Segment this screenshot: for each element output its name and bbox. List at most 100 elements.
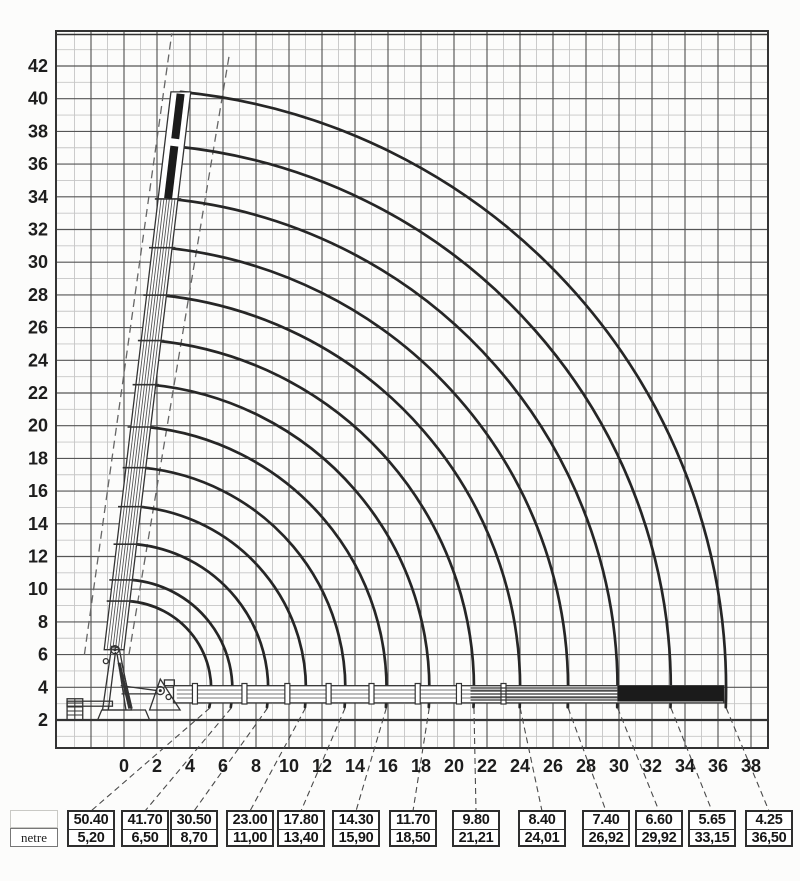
hboom-collar [414,682,421,705]
y-axis-tick-label: 14 [28,514,48,534]
load-table-column: 41.70 6,50 [121,810,169,847]
load-table-column: 5.65 33,15 [688,810,736,847]
boom-section-line [106,198,162,650]
radius-value: 36,50 [751,829,787,846]
capacity-value: 41.70 [123,812,167,830]
hboom-collar [191,682,199,705]
grid-major-lines [56,31,768,748]
leader-line [193,707,268,812]
load-table-column: 6.60 29,92 [635,810,683,847]
capacity-value: 17.80 [279,812,323,830]
leader-line [670,707,713,812]
x-axis-tick-label: 2 [152,756,162,776]
capacity-value: 4.25 [747,812,791,830]
capacity-value: 8.40 [520,812,564,830]
radius-value: 13,40 [283,829,319,846]
capacity-value: 23.00 [228,812,272,830]
load-table-column: 30.50 8,70 [170,810,218,847]
leader-line [473,707,477,812]
y-axis-tick-label: 10 [28,579,48,599]
load-table-column: 11.70 18,50 [389,810,437,847]
leader-line [144,707,232,812]
range-arc [179,90,728,709]
capacity-value: 7.40 [584,812,628,830]
plot-border [55,30,769,749]
boom-body [103,91,192,651]
hboom-collar [284,682,291,705]
boom-dashed-left [83,33,173,655]
heel-link [120,685,158,692]
y-axis-tick-label: 2 [38,710,48,730]
x-axis-tick-label: 6 [218,756,228,776]
radius-value: 26,92 [588,829,624,846]
heel-top-bracket [163,679,175,687]
range-arc [130,578,234,709]
y-axis-tick-label: 36 [28,154,48,174]
x-axis-tick-label: 12 [312,756,332,776]
range-arcs [128,90,728,709]
leader-line [355,707,387,812]
capacity-value: 30.50 [172,812,216,830]
leader-line [412,707,430,812]
leader-line [300,707,346,812]
x-axis-tick-label: 26 [543,756,563,776]
y-axis-tick-label: 40 [28,89,48,109]
radius-value: 6,50 [131,829,159,846]
load-table-column: 7.40 26,92 [582,810,630,847]
leader-line [725,707,770,812]
boom-section-line [109,198,165,650]
crane-illustration [66,645,182,721]
load-table-column: 23.00 11,00 [226,810,274,847]
boom-dashed-right [128,52,231,655]
y-axis-tick-label: 30 [28,252,48,272]
y-axis-tick-label: 22 [28,383,48,403]
load-table-column: 17.80 13,40 [277,810,325,847]
x-axis-tick-label: 34 [675,756,695,776]
x-axis-tick-label: 30 [609,756,629,776]
capacity-value: 50.40 [69,812,113,830]
load-table-column: 4.25 36,50 [745,810,793,847]
radius-value: 24,01 [524,829,560,846]
y-axis-tick-label: 28 [28,285,48,305]
y-axis-tick-label: 18 [28,448,48,468]
y-axis-tick-label: 32 [28,220,48,240]
capacity-value: 14.30 [334,812,378,830]
range-arc [159,293,522,709]
y-axis-tick-label: 42 [28,56,48,76]
hboom-black-tip [617,686,724,702]
radius-value: 8,70 [180,829,208,846]
leader-line [90,707,211,812]
pedestal-strut [107,651,117,711]
boom-section-line [120,198,176,650]
radius-value: 15,90 [338,829,374,846]
boom-pivot [110,645,120,655]
radius-value: 18,50 [395,829,431,846]
y-axis-tick-label: 4 [38,677,48,697]
load-table-column: 50.40 5,20 [67,810,115,847]
x-axis-tick-label: 36 [708,756,728,776]
x-axis-labels: 0 2 4 6 8 10 12 14 16 18 20 22 24 26 28 30 32 34 36 38 [119,756,761,776]
plot-frame [55,30,769,749]
x-axis-tick-label: 38 [741,756,761,776]
y-axis-tick-label: 6 [38,645,48,665]
x-axis-tick-label: 22 [477,756,497,776]
radius-value: 11,00 [233,829,267,846]
heel-pivot-pin [158,689,162,693]
y-axis-tick-label: 24 [28,350,48,370]
range-arc [141,466,347,709]
boom-horizontal [172,682,725,705]
y-axis-tick-label: 16 [28,481,48,501]
y-axis-tick-label: 38 [28,121,48,141]
hboom-collar [368,682,375,705]
counterweight-beam [66,700,114,707]
leader-lines [90,707,770,812]
x-axis-tick-label: 14 [345,756,365,776]
x-axis-tick-label: 18 [411,756,431,776]
boom-black-segment [171,93,185,140]
capacity-value: 6.60 [637,812,681,830]
leader-line [519,707,543,812]
range-arc [154,339,476,709]
y-axis-tick-label: 12 [28,547,48,567]
